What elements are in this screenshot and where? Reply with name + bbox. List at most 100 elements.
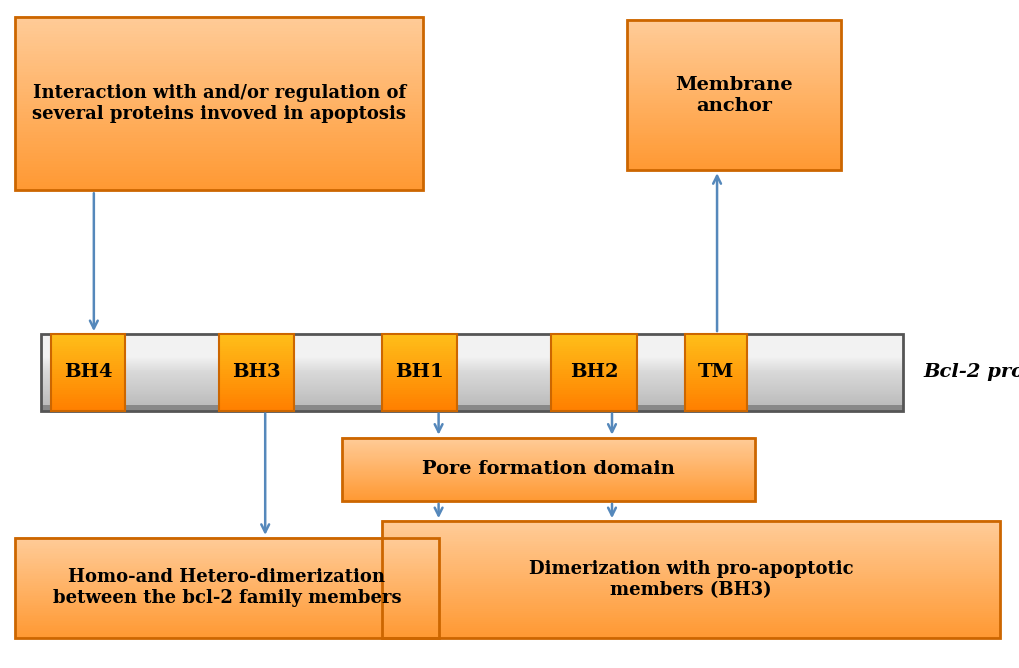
Bar: [15, 564, 438, 566]
Bar: [51, 381, 125, 384]
Bar: [41, 406, 902, 408]
Bar: [382, 540, 999, 542]
Bar: [15, 545, 438, 548]
Bar: [41, 399, 902, 401]
Bar: [219, 383, 293, 386]
Bar: [51, 370, 125, 373]
Bar: [627, 37, 841, 40]
Bar: [382, 620, 999, 623]
Bar: [15, 629, 438, 631]
Bar: [382, 578, 999, 581]
Bar: [51, 351, 125, 353]
Bar: [382, 347, 457, 349]
Bar: [15, 597, 438, 600]
Bar: [341, 480, 754, 482]
Bar: [15, 584, 438, 587]
Bar: [341, 455, 754, 457]
Bar: [15, 144, 423, 147]
Bar: [382, 524, 999, 527]
Bar: [41, 344, 902, 345]
Bar: [341, 490, 754, 492]
Bar: [341, 486, 754, 487]
Bar: [41, 379, 902, 381]
Bar: [685, 373, 746, 376]
Bar: [685, 337, 746, 340]
Bar: [41, 381, 902, 383]
Bar: [382, 355, 457, 357]
Bar: [341, 481, 754, 483]
Bar: [51, 343, 125, 345]
Bar: [41, 393, 902, 395]
Bar: [382, 387, 457, 389]
Bar: [41, 333, 902, 335]
Bar: [341, 444, 754, 445]
Bar: [41, 402, 902, 404]
Bar: [685, 387, 746, 389]
Bar: [15, 103, 423, 106]
Bar: [219, 401, 293, 403]
Bar: [550, 393, 637, 395]
Bar: [15, 544, 438, 546]
Bar: [382, 606, 999, 609]
Bar: [51, 373, 125, 376]
Bar: [41, 349, 902, 351]
Bar: [41, 397, 902, 399]
Bar: [219, 379, 293, 382]
Bar: [382, 341, 457, 343]
Bar: [15, 53, 423, 57]
Bar: [41, 369, 902, 371]
Bar: [341, 446, 754, 448]
Bar: [341, 438, 754, 440]
Bar: [627, 72, 841, 75]
Bar: [15, 625, 438, 628]
Bar: [627, 47, 841, 50]
Bar: [382, 597, 999, 599]
Bar: [627, 19, 841, 23]
Bar: [550, 401, 637, 403]
Bar: [219, 381, 293, 384]
Bar: [382, 362, 457, 365]
Bar: [15, 552, 438, 554]
Bar: [341, 482, 754, 484]
Bar: [41, 399, 902, 400]
Bar: [341, 442, 754, 444]
Bar: [219, 334, 293, 411]
Bar: [382, 357, 457, 359]
Bar: [382, 569, 999, 572]
Bar: [15, 59, 423, 63]
Bar: [15, 555, 438, 558]
Bar: [685, 379, 746, 382]
Bar: [685, 333, 746, 336]
Bar: [219, 345, 293, 347]
Bar: [341, 489, 754, 490]
Bar: [15, 537, 438, 540]
Bar: [627, 90, 841, 93]
Bar: [382, 370, 457, 373]
Bar: [382, 550, 999, 552]
Bar: [41, 364, 902, 365]
Bar: [550, 362, 637, 365]
Bar: [627, 152, 841, 156]
Bar: [15, 624, 438, 627]
Bar: [15, 17, 423, 190]
Bar: [15, 118, 423, 121]
Bar: [15, 132, 423, 136]
Bar: [15, 570, 438, 572]
Bar: [41, 363, 902, 365]
Bar: [341, 473, 754, 474]
Bar: [627, 130, 841, 133]
Bar: [382, 575, 999, 578]
Bar: [627, 95, 841, 98]
Bar: [382, 546, 999, 548]
Bar: [627, 124, 841, 128]
Bar: [550, 337, 637, 340]
Bar: [219, 335, 293, 338]
Bar: [51, 366, 125, 369]
Bar: [51, 375, 125, 378]
Bar: [15, 126, 423, 130]
Bar: [41, 373, 902, 374]
Bar: [627, 32, 841, 35]
Bar: [550, 385, 637, 387]
Bar: [627, 147, 841, 150]
Bar: [627, 167, 841, 170]
